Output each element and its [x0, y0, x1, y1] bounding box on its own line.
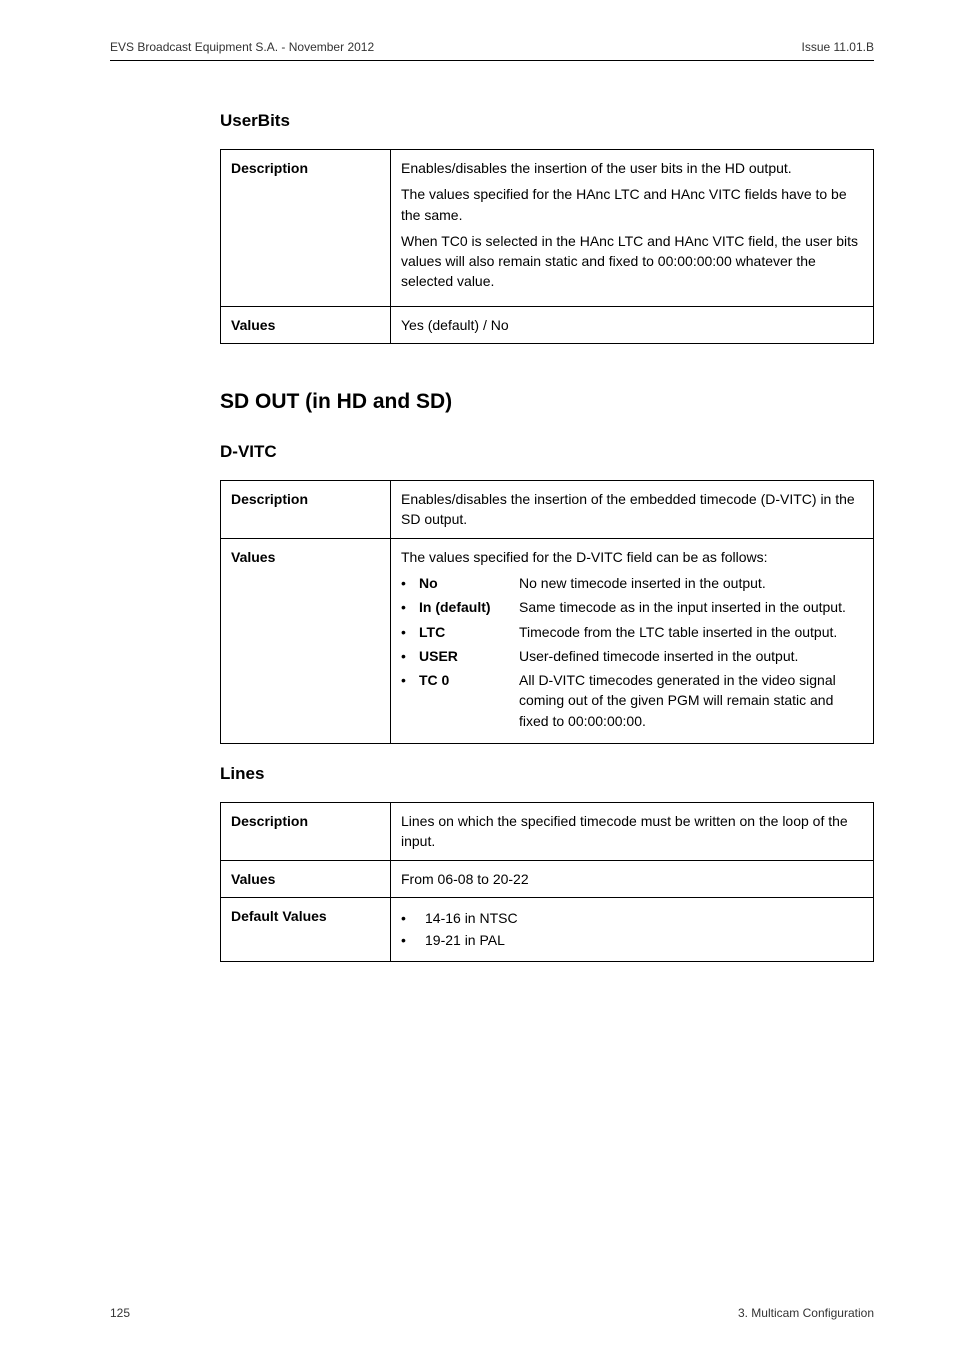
bullet-icon: •: [401, 573, 419, 593]
userbits-desc-p3: When TC0 is selected in the HAnc LTC and…: [401, 231, 863, 292]
lines-heading: Lines: [220, 764, 874, 784]
footer-page-number: 125: [110, 1306, 130, 1320]
list-item-value: All D-VITC timecodes generated in the vi…: [519, 670, 863, 731]
list-item: •19-21 in PAL: [401, 930, 863, 950]
list-item-key: TC 0: [419, 670, 519, 690]
lines-values-label: Values: [221, 860, 391, 897]
list-item-value: Timecode from the LTC table inserted in …: [519, 622, 863, 642]
table-row: Description Lines on which the specified…: [221, 803, 874, 861]
table-row: Default Values •14-16 in NTSC•19-21 in P…: [221, 897, 874, 961]
list-item: •NoNo new timecode inserted in the outpu…: [401, 573, 863, 593]
list-item: •In (default)Same timecode as in the inp…: [401, 597, 863, 617]
dvitc-values-lead: The values specified for the D-VITC fiel…: [401, 547, 863, 567]
table-row: Description Enables/disables the inserti…: [221, 150, 874, 307]
lines-table: Description Lines on which the specified…: [220, 802, 874, 961]
header-left: EVS Broadcast Equipment S.A. - November …: [110, 40, 374, 54]
list-item-key: No: [419, 573, 519, 593]
dvitc-description-cell: Enables/disables the insertion of the em…: [391, 481, 874, 539]
dvitc-table: Description Enables/disables the inserti…: [220, 480, 874, 744]
footer-section: 3. Multicam Configuration: [738, 1306, 874, 1320]
bullet-icon: •: [401, 670, 419, 690]
dvitc-values-list: •NoNo new timecode inserted in the outpu…: [401, 573, 863, 731]
lines-default-list: •14-16 in NTSC•19-21 in PAL: [401, 908, 863, 951]
list-item: •LTCTimecode from the LTC table inserted…: [401, 622, 863, 642]
list-item-value: User-defined timecode inserted in the ou…: [519, 646, 863, 666]
page-footer: 125 3. Multicam Configuration: [110, 1306, 874, 1320]
page-header: EVS Broadcast Equipment S.A. - November …: [110, 40, 874, 60]
list-item: •TC 0All D-VITC timecodes generated in t…: [401, 670, 863, 731]
dvitc-description-label: Description: [221, 481, 391, 539]
header-rule: [110, 60, 874, 61]
userbits-desc-p1: Enables/disables the insertion of the us…: [401, 158, 863, 178]
userbits-table: Description Enables/disables the inserti…: [220, 149, 874, 344]
bullet-icon: •: [401, 646, 419, 666]
dvitc-values-label: Values: [221, 538, 391, 743]
lines-description-label: Description: [221, 803, 391, 861]
table-row: Values The values specified for the D-VI…: [221, 538, 874, 743]
bullet-icon: •: [401, 908, 425, 928]
dvitc-values-cell: The values specified for the D-VITC fiel…: [391, 538, 874, 743]
table-row: Values From 06-08 to 20-22: [221, 860, 874, 897]
lines-description-cell: Lines on which the specified timecode mu…: [391, 803, 874, 861]
bullet-icon: •: [401, 622, 419, 642]
list-item: •14-16 in NTSC: [401, 908, 863, 928]
sdout-heading: SD OUT (in HD and SD): [220, 390, 874, 414]
header-right: Issue 11.01.B: [802, 40, 875, 54]
userbits-values-label: Values: [221, 306, 391, 343]
userbits-description-label: Description: [221, 150, 391, 307]
list-item-key: In (default): [419, 597, 519, 617]
userbits-description-cell: Enables/disables the insertion of the us…: [391, 150, 874, 307]
userbits-desc-p2: The values specified for the HAnc LTC an…: [401, 184, 863, 225]
list-item-value: 14-16 in NTSC: [425, 908, 518, 928]
lines-default-label: Default Values: [221, 897, 391, 961]
table-row: Values Yes (default) / No: [221, 306, 874, 343]
bullet-icon: •: [401, 930, 425, 950]
list-item-value: No new timecode inserted in the output.: [519, 573, 863, 593]
list-item-key: USER: [419, 646, 519, 666]
lines-default-cell: •14-16 in NTSC•19-21 in PAL: [391, 897, 874, 961]
list-item-value: Same timecode as in the input inserted i…: [519, 597, 863, 617]
userbits-values-cell: Yes (default) / No: [391, 306, 874, 343]
userbits-heading: UserBits: [220, 111, 874, 131]
list-item: •USERUser-defined timecode inserted in t…: [401, 646, 863, 666]
page: EVS Broadcast Equipment S.A. - November …: [0, 0, 954, 1350]
content-area: UserBits Description Enables/disables th…: [220, 111, 874, 962]
list-item-value: 19-21 in PAL: [425, 930, 505, 950]
lines-values-cell: From 06-08 to 20-22: [391, 860, 874, 897]
bullet-icon: •: [401, 597, 419, 617]
list-item-key: LTC: [419, 622, 519, 642]
dvitc-heading: D-VITC: [220, 442, 874, 462]
table-row: Description Enables/disables the inserti…: [221, 481, 874, 539]
